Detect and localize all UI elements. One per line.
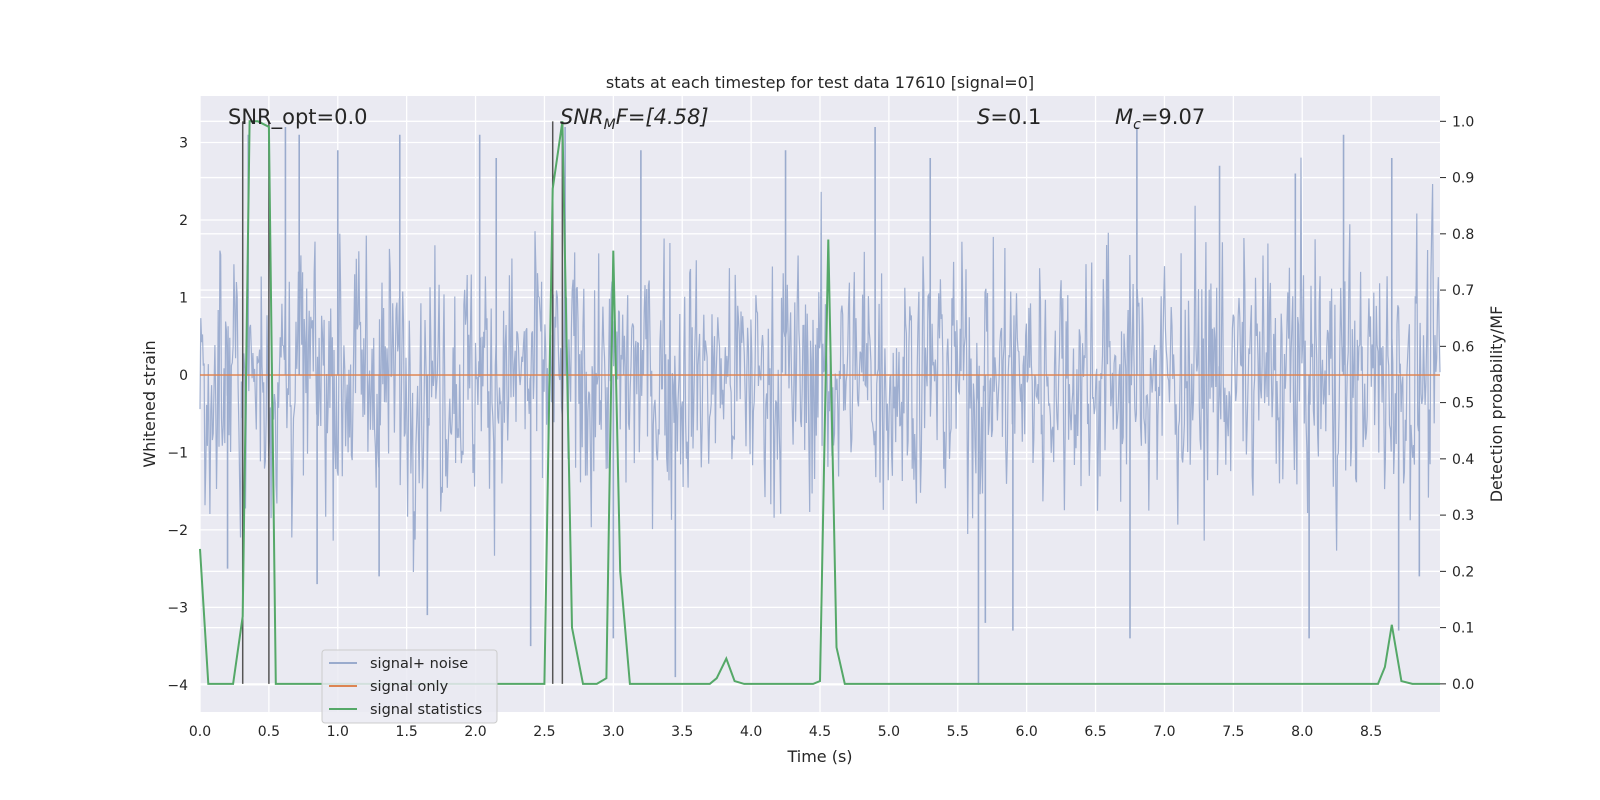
legend-label-signal-only: signal only xyxy=(370,679,449,695)
y-right-tick-label: 0.8 xyxy=(1452,227,1474,243)
y-right-tick-label: 0.4 xyxy=(1452,452,1474,468)
y-right-tick-labels: 1.0 0.9 0.8 0.7 0.6 0.5 0.4 0.3 0.2 0.1 0.0 xyxy=(1440,114,1474,693)
x-tick-label: 6.0 xyxy=(1016,724,1038,740)
x-tick-label: 7.0 xyxy=(1153,724,1175,740)
annotation-mc: Mc=9.07 xyxy=(1115,105,1205,133)
y-left-tick-label: 3 xyxy=(179,135,188,151)
y-right-tick-label: 0.0 xyxy=(1452,677,1474,693)
x-tick-labels: 0.0 0.5 1.0 1.5 2.0 2.5 3.0 3.5 4.0 4.5 5.0 5.5 6.0 6… xyxy=(189,724,1382,740)
y-right-tick-label: 0.9 xyxy=(1452,171,1474,187)
noise-trace xyxy=(199,157,1441,573)
y-right-axis-label: Detection probability/MF xyxy=(1487,306,1506,503)
annotation-s: S=0.1 xyxy=(977,105,1041,129)
series-signal-noise xyxy=(199,126,1441,685)
y-left-axis-label: Whitened strain xyxy=(140,340,159,467)
y-left-tick-label: −3 xyxy=(167,600,188,616)
x-tick-label: 5.0 xyxy=(878,724,900,740)
x-tick-label: 0.5 xyxy=(258,724,280,740)
x-tick-label: 8.0 xyxy=(1291,724,1313,740)
x-tick-label: 2.0 xyxy=(464,724,486,740)
y-left-tick-label: 2 xyxy=(179,213,188,229)
y-right-tick-label: 0.2 xyxy=(1452,564,1474,580)
y-right-tick-label: 0.6 xyxy=(1452,339,1474,355)
x-tick-label: 4.5 xyxy=(809,724,831,740)
x-tick-label: 1.0 xyxy=(327,724,349,740)
y-left-tick-label: −4 xyxy=(167,678,188,694)
y-right-tick-label: 0.3 xyxy=(1452,508,1474,524)
chart-title: stats at each timestep for test data 176… xyxy=(606,73,1034,92)
y-right-tick-label: 0.7 xyxy=(1452,283,1474,299)
y-left-tick-label: 0 xyxy=(179,368,188,384)
x-tick-label: 1.5 xyxy=(396,724,418,740)
y-right-tick-label: 0.5 xyxy=(1452,396,1474,412)
y-right-tick-label: 1.0 xyxy=(1452,114,1474,130)
x-tick-label: 0.0 xyxy=(189,724,211,740)
x-tick-label: 2.5 xyxy=(533,724,555,740)
legend-label-signal-noise: signal+ noise xyxy=(370,656,468,672)
y-left-tick-label: −1 xyxy=(167,445,188,461)
x-tick-label: 5.5 xyxy=(947,724,969,740)
annotation-snr-mf: SNRMF=[4.58] xyxy=(560,105,709,133)
x-tick-label: 7.5 xyxy=(1222,724,1244,740)
y-left-tick-label: 1 xyxy=(179,290,188,306)
x-tick-label: 6.5 xyxy=(1084,724,1106,740)
x-tick-label: 3.5 xyxy=(671,724,693,740)
legend-label-signal-statistics: signal statistics xyxy=(370,702,482,718)
legend-box xyxy=(321,649,498,724)
y-left-tick-label: −2 xyxy=(167,523,188,539)
y-right-tick-label: 0.1 xyxy=(1452,621,1474,637)
series-signal-statistics xyxy=(199,120,1440,685)
legend: signal+ noise signal only signal statist… xyxy=(321,649,498,724)
x-tick-label: 8.5 xyxy=(1360,724,1382,740)
x-axis-label: Time (s) xyxy=(786,747,852,766)
x-tick-label: 3.0 xyxy=(602,724,624,740)
y-left-tick-labels: 3 2 1 0 −1 −2 −3 −4 xyxy=(167,135,188,693)
x-tick-label: 4.0 xyxy=(740,724,762,740)
annotation-snr-opt: SNR_opt=0.0 xyxy=(228,105,368,130)
